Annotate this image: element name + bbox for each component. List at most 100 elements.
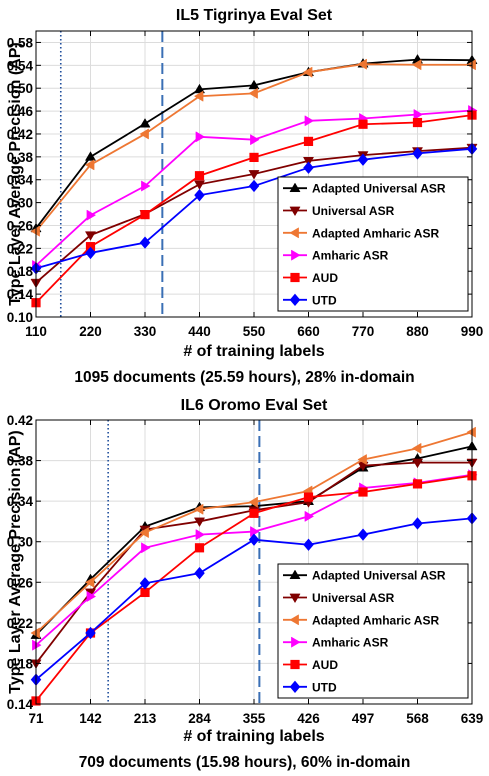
x-tick-label: 110 [25, 324, 47, 339]
y-tick-label: 0.54 [7, 58, 34, 73]
data-point [195, 131, 206, 143]
data-point [140, 210, 150, 220]
data-point [411, 458, 424, 469]
legend-item: AUD [283, 658, 338, 672]
data-point [84, 231, 97, 241]
data-point [413, 108, 424, 121]
legend-marker [289, 182, 301, 193]
y-tick-label: 0.26 [7, 575, 34, 590]
data-point [248, 533, 260, 546]
data-point [248, 179, 260, 193]
data-point [412, 117, 423, 128]
x-tick-label: 550 [243, 324, 266, 339]
series-utd [30, 512, 478, 686]
data-point [140, 587, 150, 598]
y-axis-label: Type Layer Average Precision (AP) [7, 430, 24, 694]
y-tick-label: 0.34 [7, 494, 34, 509]
legend-item: UTD [283, 293, 337, 307]
data-point [303, 492, 314, 502]
data-point [193, 180, 206, 190]
legend-box [277, 563, 469, 699]
data-point [194, 543, 205, 553]
data-point [411, 59, 422, 71]
x-tick-label: 568 [406, 711, 429, 726]
legend-item: Adapted Universal ASR [283, 569, 446, 583]
data-point [139, 527, 149, 539]
data-point [357, 454, 367, 466]
y-tick-label: 0.22 [7, 241, 33, 256]
y-tick-label: 0.46 [7, 104, 34, 119]
data-point [412, 517, 423, 530]
legend-item: Amharic ASR [283, 249, 389, 263]
series-amharic-asr [32, 104, 478, 272]
x-tick-label: 770 [352, 324, 375, 339]
legend-label: Amharic ASR [312, 249, 389, 263]
x-tick-label: 284 [188, 711, 211, 726]
legend-item: Adapted Amharic ASR [283, 226, 439, 240]
legend-item: Universal ASR [283, 591, 395, 605]
legend-label: Universal ASR [312, 591, 395, 605]
legend-item: UTD [283, 680, 337, 694]
y-tick-label: 0.26 [7, 218, 34, 233]
legend-item: AUD [283, 271, 338, 285]
y-tick-label: 0.58 [7, 35, 34, 50]
y-tick-label: 0.14 [7, 287, 34, 302]
data-point [86, 209, 97, 221]
data-point [141, 180, 151, 192]
data-point [86, 590, 97, 603]
x-tick-label: 497 [352, 711, 375, 726]
x-tick-label: 639 [461, 711, 484, 726]
data-point [194, 171, 205, 181]
x-axis-label: # of training labels [183, 343, 324, 360]
legend-marker [289, 680, 301, 694]
legend-marker [289, 293, 301, 307]
data-point [411, 442, 422, 454]
y-tick-label: 0.42 [7, 127, 33, 142]
y-tick-label: 0.10 [7, 310, 33, 325]
data-point [30, 627, 40, 639]
x-tick-label: 220 [79, 324, 102, 339]
data-point [249, 508, 259, 518]
data-point [84, 151, 97, 161]
data-point [412, 147, 423, 160]
y-tick-label: 0.34 [7, 173, 34, 188]
legend-label: UTD [312, 293, 337, 307]
y-axis-label: Type Layer Average Precision (AP) [7, 42, 24, 306]
series-adapted-amharic-asr [30, 426, 476, 639]
y-tick-label: 0.42 [7, 413, 33, 428]
y-tick-label: 0.38 [7, 150, 34, 165]
legend: Adapted Universal ASR Universal ASR Adapte… [277, 563, 469, 699]
x-tick-label: 440 [188, 324, 211, 339]
legend-marker [291, 249, 301, 261]
legend-marker [290, 272, 300, 283]
data-point [466, 59, 476, 71]
data-point [195, 529, 206, 541]
data-point [248, 87, 258, 99]
x-tick-label: 71 [28, 711, 44, 726]
legend-item: Universal ASR [283, 204, 395, 218]
data-point [357, 153, 369, 166]
legend-item: Adapted Amharic ASR [283, 613, 439, 627]
legend-marker [289, 569, 301, 580]
chart-caption: 709 documents (15.98 hours), 60% in-doma… [79, 754, 411, 771]
y-tick-label: 0.38 [7, 454, 34, 469]
legend-label: AUD [312, 271, 338, 285]
chart-title: IL6 Oromo Eval Set [181, 397, 328, 414]
data-point [193, 503, 204, 515]
data-point [248, 79, 260, 90]
data-point [357, 528, 369, 541]
data-point [304, 115, 315, 127]
x-tick-label: 330 [134, 324, 157, 339]
chart-title: IL5 Tigrinya Eval Set [176, 7, 333, 24]
legend-marker [289, 593, 301, 604]
data-point [358, 119, 368, 129]
data-point [466, 426, 476, 438]
data-point [194, 566, 205, 580]
x-axis-label: # of training labels [183, 728, 324, 745]
y-tick-label: 0.30 [7, 196, 33, 211]
legend-marker [289, 206, 301, 217]
legend-marker [289, 614, 299, 626]
data-point [304, 510, 315, 522]
data-point [84, 159, 95, 171]
data-point [141, 542, 151, 554]
